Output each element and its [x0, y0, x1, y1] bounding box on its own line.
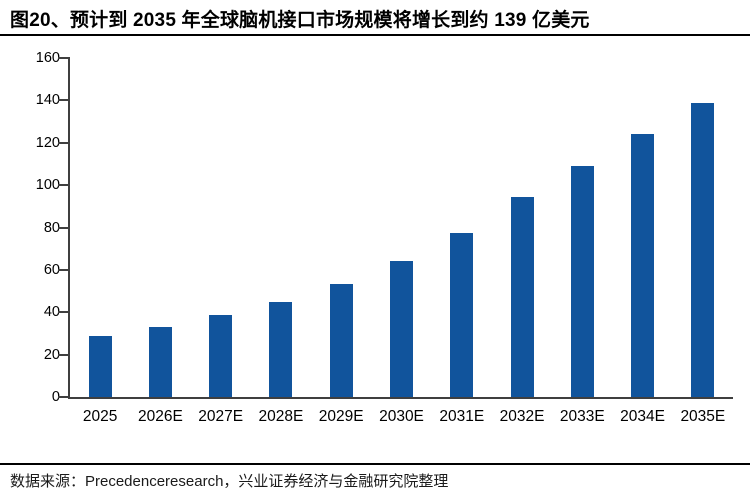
- x-axis-label-2034e: 2034E: [620, 408, 665, 425]
- bar-2031e: [450, 232, 474, 397]
- y-axis-tick-mark: [58, 311, 70, 314]
- y-axis-tick-label: 160: [35, 50, 60, 66]
- x-axis-label-2030e: 2030E: [379, 408, 424, 425]
- bar-2030e: [390, 261, 413, 397]
- y-axis-tick-label: 60: [43, 261, 60, 278]
- x-axis-label-2035e: 2035E: [680, 408, 726, 425]
- plot-area: [68, 58, 733, 399]
- bar-2027e: [209, 315, 233, 397]
- bar-2034e: [631, 134, 655, 397]
- y-axis-tick-label: 80: [43, 219, 60, 236]
- x-axis-label-2032e: 2032E: [499, 408, 545, 425]
- bar-2032e: [510, 196, 534, 397]
- y-axis-tick-mark: [58, 396, 70, 398]
- x-axis-label-2033e: 2033E: [559, 408, 605, 425]
- bar-2029e: [329, 283, 353, 397]
- x-axis-label-2026e: 2026E: [137, 408, 183, 425]
- y-axis-tick-mark: [58, 57, 70, 59]
- bci-market-bar-chart: 0 20 40 60 80 100 120 140 160 2025 2026E 2027E 2028E…: [35, 50, 733, 425]
- y-axis-tick-mark: [58, 353, 70, 356]
- title-divider: [0, 34, 750, 36]
- source-note: 数据来源：Precedenceresearch，兴业证券经济与金融研究院整理: [10, 473, 449, 490]
- figure-title: 图20、预计到 2035 年全球脑机接口市场规模将增长到约 139 亿美元: [10, 10, 590, 31]
- bar-2026e: [148, 327, 172, 397]
- bar-2033e: [570, 166, 594, 397]
- x-axis-label-2029e: 2029E: [318, 408, 364, 425]
- bar-2035e: [691, 102, 715, 397]
- y-axis-tick-mark: [58, 141, 70, 144]
- y-axis-tick-label: 120: [35, 134, 60, 151]
- y-axis-tick-mark: [58, 184, 70, 187]
- bar-2025: [88, 335, 112, 397]
- y-axis-tick-label: 0: [51, 389, 60, 405]
- x-axis-label-2027e: 2027E: [198, 408, 244, 425]
- x-axis-label-2031e: 2031E: [439, 408, 485, 425]
- y-axis-tick-mark: [58, 99, 70, 102]
- y-axis-tick-mark: [58, 268, 70, 271]
- x-axis-label-2028e: 2028E: [258, 408, 304, 425]
- y-axis-tick-label: 20: [43, 346, 60, 363]
- x-axis-label-2025: 2025: [82, 408, 118, 425]
- y-axis-tick-label: 40: [43, 304, 60, 321]
- y-axis-tick-label: 100: [35, 177, 60, 194]
- y-axis-tick-mark: [58, 226, 70, 229]
- bar-2028e: [269, 301, 293, 397]
- y-axis-tick-label: 140: [35, 92, 60, 109]
- footer-divider: [0, 463, 750, 465]
